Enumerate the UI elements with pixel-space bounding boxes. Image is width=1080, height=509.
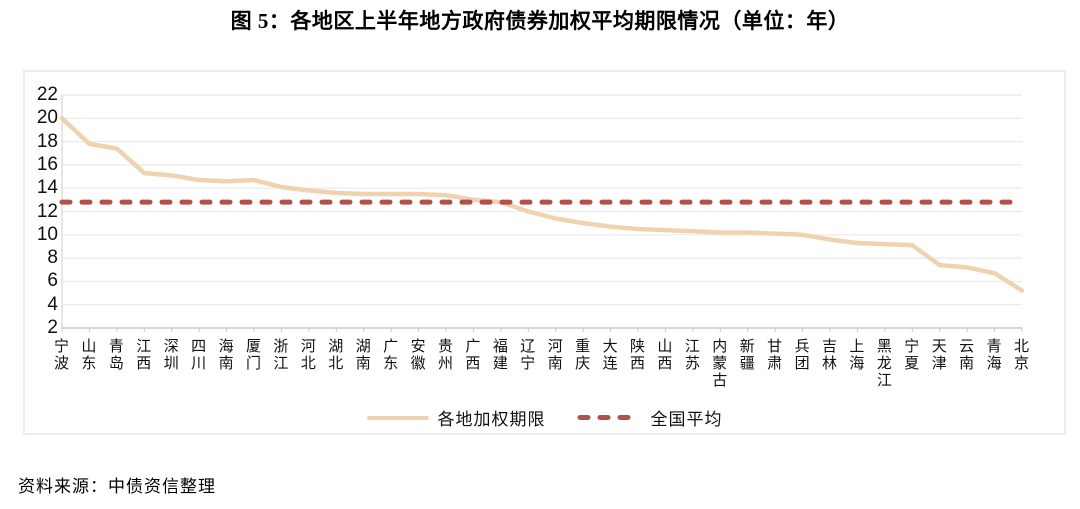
x-axis-label: 重庆 xyxy=(573,338,591,372)
x-axis-label: 辽宁 xyxy=(518,338,536,372)
x-axis-label: 湖南 xyxy=(353,338,371,372)
x-axis-label: 四川 xyxy=(189,338,207,372)
x-axis-label: 山东 xyxy=(79,338,97,372)
legend-line-sample xyxy=(366,415,429,420)
x-axis-label: 厦门 xyxy=(244,338,261,372)
y-axis-label: 22 xyxy=(36,84,58,105)
weighted-term-line xyxy=(59,116,1025,293)
x-axis-label: 兵团 xyxy=(792,338,810,372)
y-axis-label: 10 xyxy=(36,223,58,245)
legend-item-weighted-term: 各地加权期限 xyxy=(366,405,546,430)
x-axis-label: 陕西 xyxy=(628,338,645,372)
x-axis-label: 宁夏 xyxy=(902,338,920,372)
x-axis-label: 内蒙古 xyxy=(710,338,728,389)
x-axis-label: 吉林 xyxy=(820,338,837,372)
x-axis-label: 青岛 xyxy=(106,338,124,372)
x-axis-label: 福建 xyxy=(490,338,508,372)
legend-label-weighted-term: 各地加权期限 xyxy=(437,410,546,429)
x-axis-label: 北京 xyxy=(1012,338,1029,372)
x-axis-label: 大连 xyxy=(600,338,618,372)
chart-container: 2 4 6 8 10 12 14 16 18 20 22 宁波 山东 青岛 江西 深圳 四川 海南 厦门 浙江 河北湖… xyxy=(23,70,1066,435)
x-axis-label: 新疆 xyxy=(737,338,755,372)
x-axis-label: 深圳 xyxy=(161,338,179,372)
x-axis-label: 江苏 xyxy=(682,338,700,372)
x-axis-label: 河北 xyxy=(298,338,316,372)
y-axis-label: 16 xyxy=(36,153,58,175)
legend-dash-sample xyxy=(577,415,640,420)
x-axis-label: 广东 xyxy=(381,338,399,372)
x-axis-label: 海南 xyxy=(216,338,234,372)
y-axis-label: 6 xyxy=(47,270,58,292)
x-axis-label: 贵州 xyxy=(436,338,453,372)
figure-title: 图 5：各地区上半年地方政府债券加权平均期限情况（单位：年） xyxy=(230,9,850,33)
y-axis-label: 18 xyxy=(36,130,58,152)
chart-legend: 各地加权期限 全国平均 xyxy=(25,405,1064,430)
source-note: 资料来源：中债资信整理 xyxy=(18,477,216,496)
x-axis-label: 安徽 xyxy=(408,338,426,372)
x-axis-label: 湖北 xyxy=(326,338,344,372)
x-axis-label: 云南 xyxy=(957,338,975,372)
x-axis-label: 甘肃 xyxy=(765,338,783,372)
x-axis-label: 浙江 xyxy=(271,338,289,372)
y-axis-label: 14 xyxy=(36,177,58,199)
legend-label-national-average: 全国平均 xyxy=(650,410,723,429)
y-axis-label: 2 xyxy=(47,317,58,338)
x-axis-label: 山西 xyxy=(655,338,673,372)
x-axis-label: 青海 xyxy=(984,338,1002,372)
line-chart xyxy=(59,94,1025,332)
y-axis-label: 4 xyxy=(47,293,58,315)
y-axis-label: 12 xyxy=(36,200,58,222)
x-axis-label: 江西 xyxy=(134,338,152,372)
legend-item-national-average: 全国平均 xyxy=(576,405,723,430)
x-axis-label: 上海 xyxy=(847,338,865,372)
x-axis-label: 宁波 xyxy=(52,338,69,372)
x-axis-label: 河南 xyxy=(545,338,563,372)
x-axis-label: 黑龙江 xyxy=(874,338,892,389)
x-axis-label: 天津 xyxy=(929,338,947,372)
y-axis-label: 8 xyxy=(47,247,58,269)
y-axis-label: 20 xyxy=(36,107,58,129)
x-axis-label: 广西 xyxy=(463,338,481,372)
